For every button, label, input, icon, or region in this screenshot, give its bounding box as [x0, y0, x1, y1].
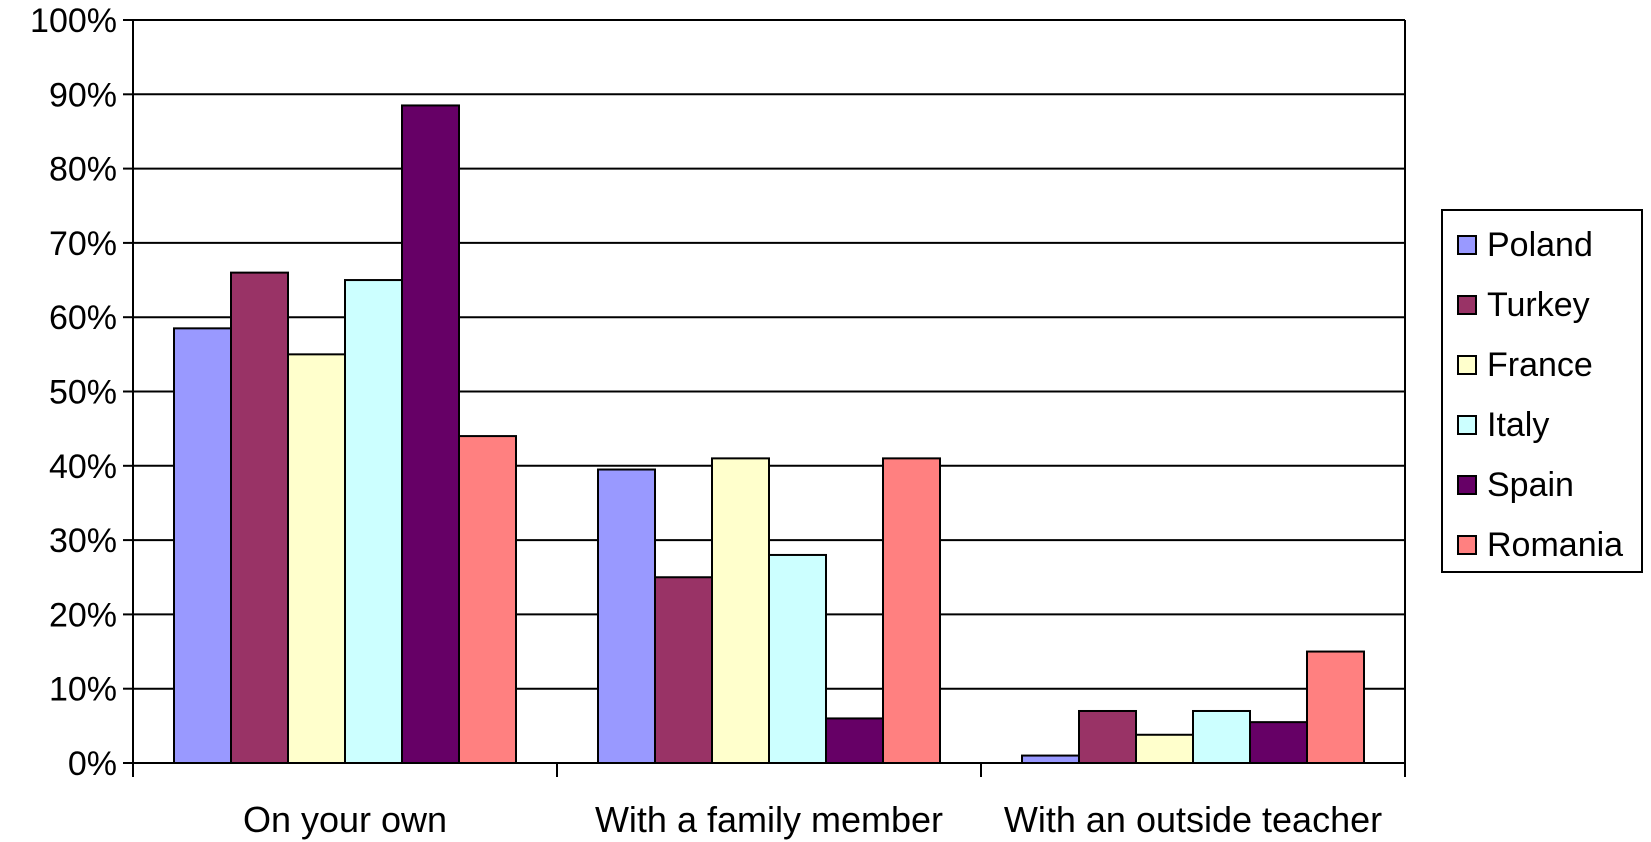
legend-swatch	[1457, 235, 1477, 255]
y-tick-label: 40%	[49, 448, 117, 486]
legend: Poland Turkey France Italy Spain Romania	[1441, 209, 1643, 573]
y-tick-label: 20%	[49, 596, 117, 634]
legend-label: Turkey	[1487, 285, 1590, 324]
x-category-label: With a family member	[595, 799, 943, 840]
bar	[287, 353, 346, 764]
bar	[1249, 721, 1308, 765]
legend-swatch	[1457, 535, 1477, 555]
legend-item: France	[1457, 345, 1593, 385]
bar	[1306, 650, 1365, 764]
bar	[597, 468, 656, 764]
y-tick-label: 10%	[49, 671, 117, 709]
y-tick-label: 0%	[68, 745, 117, 783]
bar	[401, 104, 460, 764]
y-tick-label: 70%	[49, 225, 117, 263]
legend-label: Spain	[1487, 465, 1574, 504]
bar	[654, 576, 713, 764]
y-tick-label: 50%	[49, 374, 117, 412]
bar	[1192, 709, 1251, 764]
legend-item: Romania	[1457, 525, 1623, 565]
bar	[1135, 733, 1194, 764]
bar	[768, 553, 827, 765]
bar	[173, 327, 232, 764]
y-tick-label: 100%	[30, 2, 117, 40]
y-tick-label: 90%	[49, 76, 117, 114]
y-tick-label: 60%	[49, 299, 117, 337]
bar	[344, 279, 403, 764]
legend-item: Poland	[1457, 225, 1593, 265]
legend-label: Poland	[1487, 225, 1593, 264]
y-tick-label: 30%	[49, 522, 117, 560]
bar	[458, 435, 517, 764]
bar	[882, 457, 941, 764]
legend-label: France	[1487, 345, 1593, 384]
bar	[1021, 754, 1080, 765]
legend-item: Turkey	[1457, 285, 1590, 325]
legend-label: Italy	[1487, 405, 1550, 444]
legend-swatch	[1457, 295, 1477, 315]
bar	[1078, 709, 1137, 764]
bar	[825, 717, 884, 764]
legend-item: Italy	[1457, 405, 1549, 445]
bar	[230, 271, 289, 764]
legend-swatch	[1457, 475, 1477, 495]
x-category-label: On your own	[243, 799, 447, 840]
bar	[711, 457, 770, 764]
legend-label: Romania	[1487, 525, 1624, 564]
x-category-label: With an outside teacher	[1004, 799, 1382, 840]
legend-item: Spain	[1457, 465, 1574, 505]
legend-swatch	[1457, 355, 1477, 375]
legend-swatch	[1457, 415, 1477, 435]
y-tick-label: 80%	[49, 151, 117, 189]
